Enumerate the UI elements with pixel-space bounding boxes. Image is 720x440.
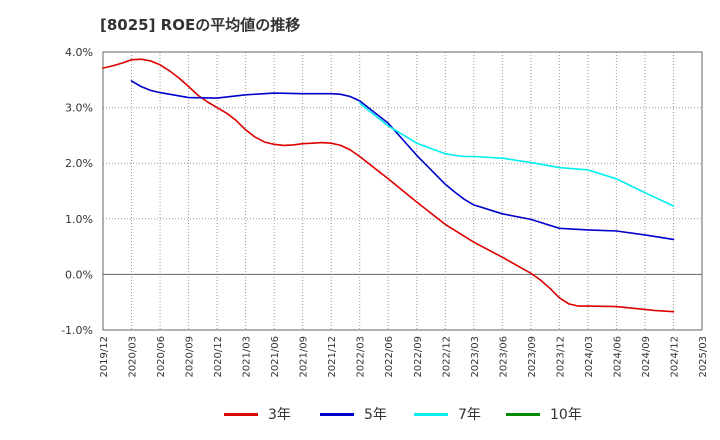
chart-title: [8025] ROEの平均値の推移 <box>100 16 301 34</box>
y-tick-label: 1.0% <box>65 213 93 226</box>
legend-swatch <box>320 412 354 416</box>
x-tick-label: 2022/12 <box>441 336 452 378</box>
x-tick-label: 2021/03 <box>242 336 253 378</box>
series-line-7年 <box>358 102 675 207</box>
plot-frame <box>102 51 703 331</box>
x-tick-label: 2023/03 <box>470 336 481 378</box>
x-tick-label: 2020/12 <box>213 336 224 378</box>
x-tick-label: 2022/09 <box>413 336 424 378</box>
series-line-5年 <box>130 80 675 241</box>
legend-item: 7年 <box>414 404 481 424</box>
x-tick-label: 2024/06 <box>612 336 623 378</box>
x-tick-label: 2019/12 <box>99 336 110 378</box>
y-tick-label: 2.0% <box>65 157 93 170</box>
legend-label: 7年 <box>458 407 481 423</box>
x-tick-label: 2024/09 <box>641 336 652 378</box>
legend-label: 10年 <box>550 407 582 423</box>
x-tick-label: 2023/06 <box>498 336 509 378</box>
legend-label: 3年 <box>268 407 291 423</box>
legend-swatch <box>506 412 540 416</box>
grid-layer <box>103 52 702 330</box>
y-tick-label: -1.0% <box>61 324 93 337</box>
x-tick-label: 2021/09 <box>299 336 310 378</box>
x-tick-label: 2023/09 <box>527 336 538 378</box>
x-tick-label: 2025/03 <box>698 336 709 378</box>
series-layer <box>102 58 675 313</box>
x-tick-label: 2024/12 <box>669 336 680 378</box>
x-tick-label: 2020/09 <box>185 336 196 378</box>
x-tick-label: 2022/03 <box>356 336 367 378</box>
x-tick-label: 2020/03 <box>128 336 139 378</box>
y-tick-label: 3.0% <box>65 102 93 115</box>
legend-swatch <box>224 412 258 416</box>
x-tick-label: 2020/06 <box>156 336 167 378</box>
legend-swatch <box>414 412 448 416</box>
x-tick-label: 2022/06 <box>384 336 395 378</box>
x-tick-label: 2024/03 <box>584 336 595 378</box>
legend-item: 10年 <box>506 404 582 424</box>
legend-label: 5年 <box>364 407 387 423</box>
legend-item: 3年 <box>224 404 291 424</box>
x-tick-label: 2023/12 <box>555 336 566 378</box>
axis-layer: -1.0% 0.0% 1.0% 2.0% 3.0% 4.0% 2019/12 2020/03 2… <box>61 46 709 378</box>
y-tick-label: 0.0% <box>65 268 93 281</box>
y-tick-label: 4.0% <box>65 46 93 59</box>
x-tick-label: 2021/06 <box>270 336 281 378</box>
legend-item: 5年 <box>320 404 387 424</box>
series-line-3年 <box>102 58 675 313</box>
x-tick-label: 2021/12 <box>327 336 338 378</box>
